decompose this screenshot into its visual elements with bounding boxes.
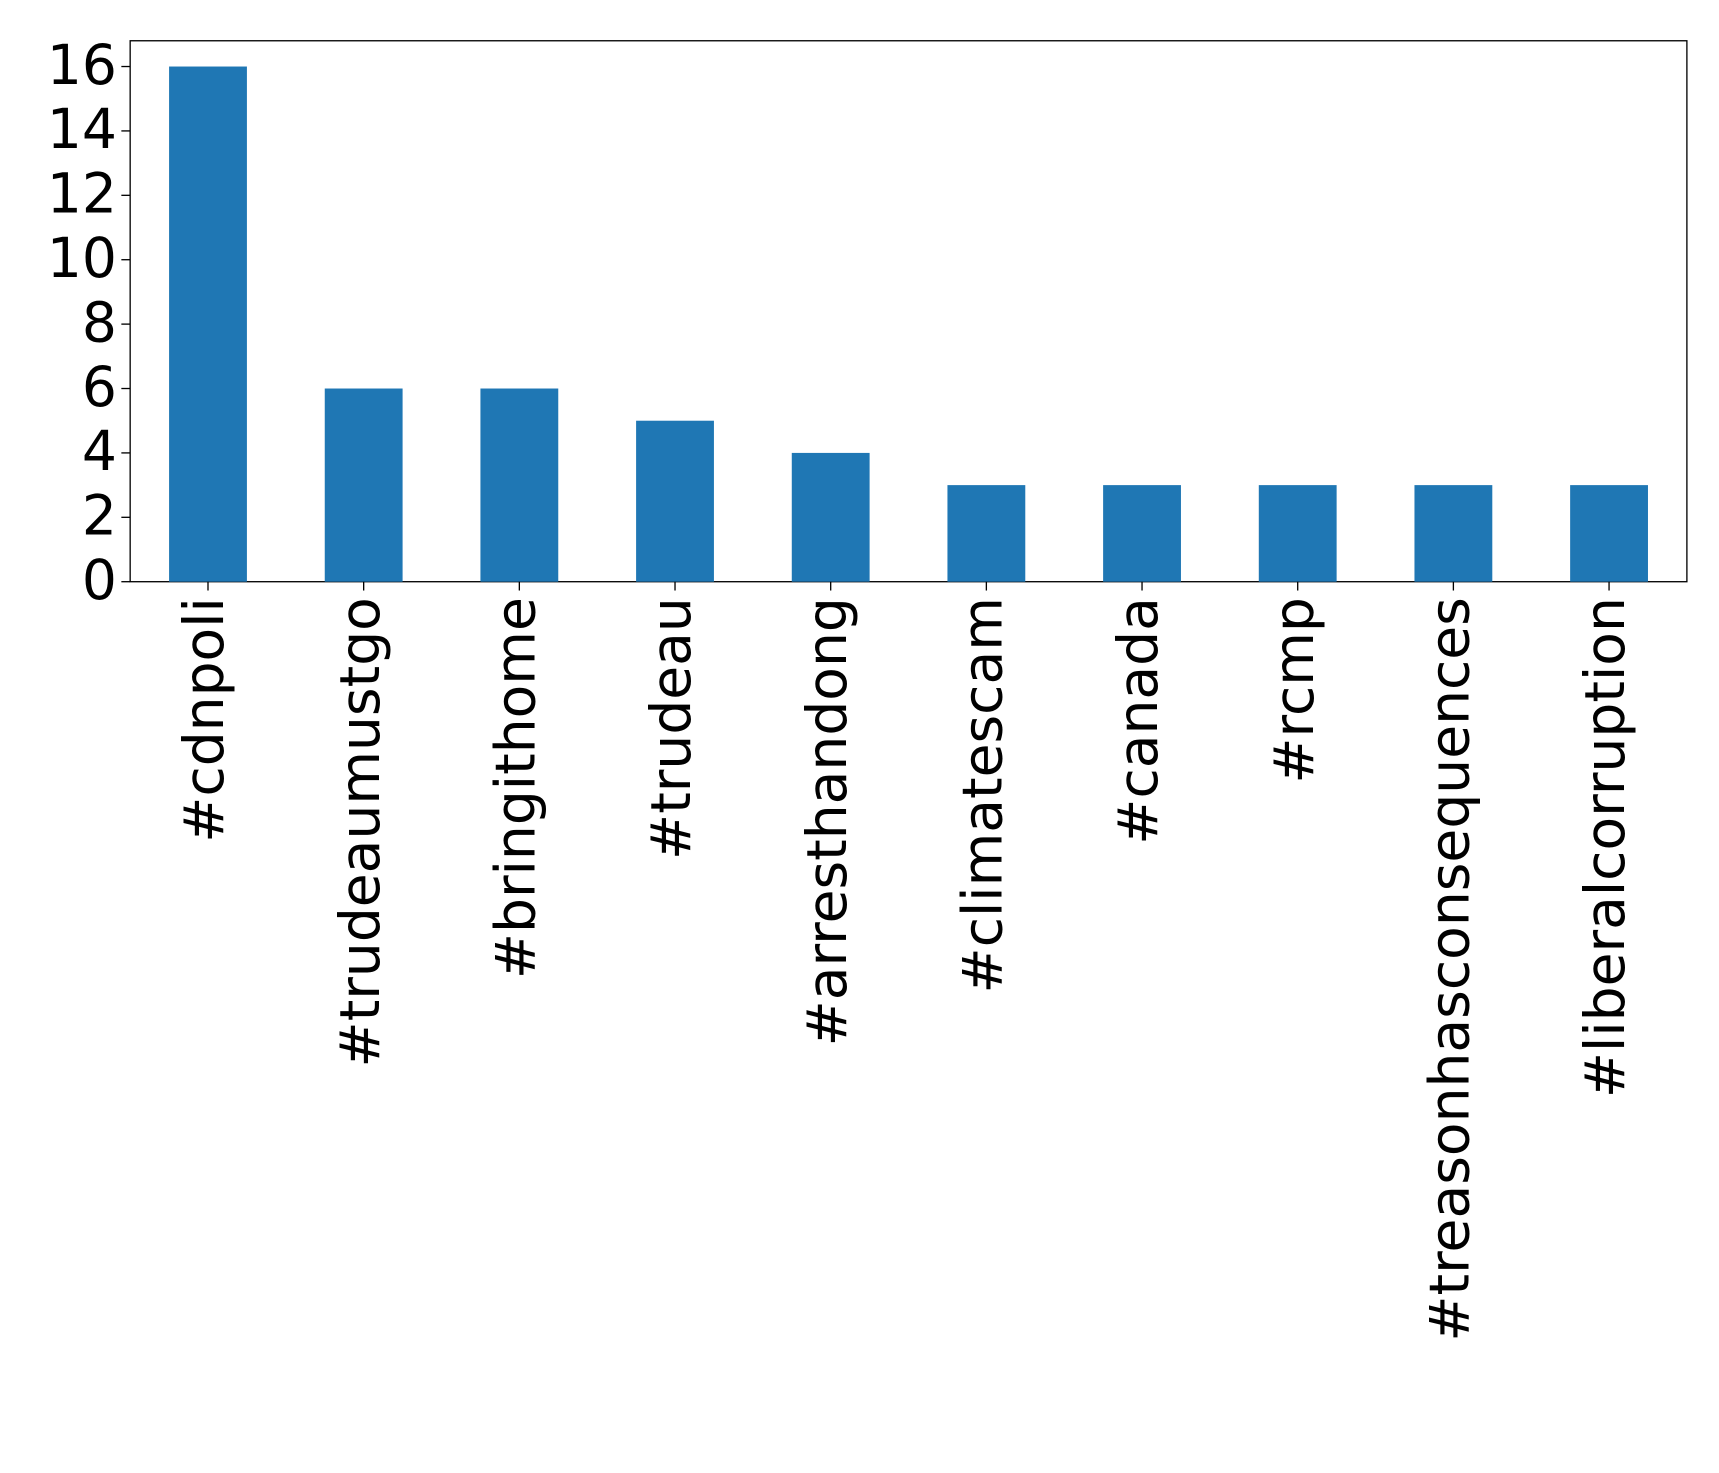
y-tick-label: 8: [82, 290, 117, 354]
bar: [947, 485, 1026, 582]
bar: [1103, 485, 1181, 582]
y-tick-label: 6: [82, 355, 117, 419]
bar: [791, 452, 870, 582]
y-tick-label: 0: [82, 548, 117, 612]
y-tick-label: 12: [47, 162, 117, 226]
x-tick-label: #cdnpoli: [172, 597, 236, 843]
x-tick-label: #bringithome: [483, 597, 547, 979]
bar: [324, 388, 403, 582]
y-tick-label: 16: [47, 33, 117, 97]
x-tick-label: #treasonhasconsequences: [1418, 597, 1482, 1341]
y-tick-label: 14: [47, 97, 117, 161]
x-tick-label: #climatescam: [950, 597, 1014, 993]
x-tick-label: #liberalcorruption: [1573, 597, 1637, 1098]
bar: [1414, 485, 1493, 582]
bar: [480, 388, 559, 582]
x-tick-label: #canada: [1106, 597, 1170, 845]
y-tick-label: 2: [82, 484, 117, 548]
y-tick-label: 10: [47, 226, 117, 290]
bar: [169, 66, 247, 582]
bar: [1258, 485, 1337, 582]
y-tick-label: 4: [82, 419, 117, 483]
x-tick-label: #trudeau: [639, 597, 703, 860]
plot-frame: [129, 40, 1688, 583]
x-tick-label: #rcmp: [1262, 597, 1326, 783]
bar: [1570, 485, 1648, 582]
x-tick-label: #trudeaumustgo: [328, 597, 392, 1067]
bar: [636, 420, 714, 582]
x-tick-label: #arresthandong: [795, 597, 859, 1046]
